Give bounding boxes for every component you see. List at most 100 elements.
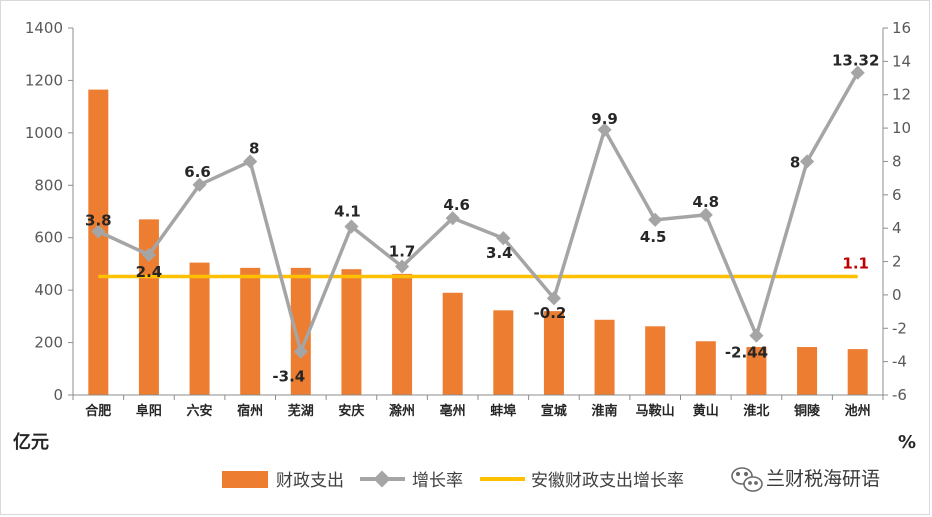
legend-label-bar: 财政支出 [276, 471, 344, 491]
line-point [749, 328, 764, 343]
line-point [496, 231, 511, 246]
legend-marker-line [373, 470, 391, 488]
x-tick-label: 六安 [187, 403, 213, 419]
line-point [243, 154, 258, 169]
bar-series [88, 89, 868, 395]
y-right-tick-label: 12 [892, 86, 911, 104]
bar [240, 267, 261, 395]
x-tick-label: 安庆 [338, 403, 364, 419]
y-right-tick-label: -2 [892, 319, 907, 337]
bar [392, 273, 413, 395]
x-tick-label: 宣城 [541, 403, 567, 419]
line-point [293, 344, 308, 359]
y-right-tick-label: 6 [892, 186, 902, 204]
x-tick-label: 宿州 [237, 403, 263, 419]
line-data-label: -2.44 [725, 344, 768, 362]
line-point [698, 207, 713, 222]
line-point [597, 122, 612, 137]
x-tick-label: 阜阳 [136, 403, 162, 419]
legend-label-reference: 安徽财政支出增长率 [531, 471, 684, 491]
line-point [648, 212, 663, 227]
x-tick-label: 芜湖 [288, 403, 314, 419]
y-right-tick-label: 2 [892, 253, 902, 271]
left-axis-unit: 亿元 [13, 431, 49, 453]
bar [695, 341, 716, 395]
x-tick-label: 黄山 [693, 403, 719, 419]
line-data-label: 4.1 [334, 203, 361, 221]
bar [88, 89, 109, 395]
x-tick-label: 蚌埠 [490, 403, 516, 419]
x-tick-label: 马鞍山 [636, 403, 675, 419]
line-point [799, 154, 815, 169]
watermark-text: 兰财税海研语 [766, 468, 880, 490]
line-point [850, 65, 865, 80]
line-data-label: 4.8 [693, 193, 720, 211]
line-data-label: 9.9 [591, 110, 618, 128]
y-left-tick-label: 0 [53, 386, 63, 404]
right-axis-unit: % [898, 432, 916, 453]
line-point [445, 211, 460, 226]
y-left-tick-label: 1200 [25, 71, 63, 89]
line-point [344, 219, 359, 234]
y-right-tick-label: 10 [892, 119, 911, 137]
x-tick-label: 淮北 [742, 403, 769, 419]
y-left-tick-label: 800 [34, 176, 63, 194]
line-data-label: 1.7 [389, 243, 416, 261]
line-data-label: -3.4 [272, 368, 305, 386]
line-data-label: 4.5 [640, 228, 667, 246]
bar [746, 347, 767, 395]
bar [290, 267, 311, 395]
reference-line-label: 1.1 [842, 255, 869, 273]
line-data-label: 3.4 [486, 244, 513, 262]
x-tick-label: 铜陵 [793, 403, 821, 419]
y-right-tick-label: 14 [892, 52, 911, 70]
bar [442, 292, 463, 395]
growth-line [97, 71, 860, 354]
bar [847, 349, 868, 395]
y-left-tick-label: 1000 [25, 124, 63, 142]
axes: 0 200 400 600 800 1000 1200 1400 -6 -4 -2 0 2 4 6 8 10 12… [25, 19, 911, 419]
bar [341, 269, 362, 395]
line-point [141, 247, 157, 262]
wechat-icon [731, 467, 763, 492]
y-right-tick-label: 4 [892, 219, 902, 237]
x-tick-label: 淮南 [591, 403, 618, 419]
y-left-tick-label: 400 [34, 281, 63, 299]
data-labels: 1.1 3.8 2.4 6.6 8 -3.4 4.1 1.7 4.6 3.4 -0.2 9.9 4.5 4… [85, 52, 879, 386]
y-right-tick-label: 16 [892, 19, 911, 37]
bar [594, 319, 615, 395]
line-point [394, 259, 410, 274]
line-data-label: 13.32 [832, 52, 879, 70]
line-data-label: 8 [790, 153, 800, 171]
legend: 财政支出 增长率 安徽财政支出增长率 [222, 470, 684, 491]
legend-label-line: 增长率 [412, 471, 463, 491]
line-data-label: -0.2 [534, 304, 567, 322]
bar [543, 311, 564, 395]
bar [493, 310, 514, 395]
y-left-tick-label: 600 [34, 229, 63, 247]
watermark: 兰财税海研语 [731, 467, 880, 492]
y-right-tick-label: 0 [892, 286, 902, 304]
line-point [192, 177, 207, 192]
legend-swatch-bar [222, 471, 268, 488]
y-left-tick-label: 200 [34, 334, 63, 352]
x-tick-label: 亳州 [440, 403, 466, 419]
y-right-tick-label: -6 [892, 386, 907, 404]
line-point [546, 291, 562, 306]
line-data-label: 8 [249, 139, 259, 157]
x-tick-label: 合肥 [85, 403, 111, 419]
bar [138, 219, 159, 395]
bar [797, 347, 818, 395]
y-right-tick-label: -4 [892, 353, 907, 371]
line-data-label: 3.8 [85, 212, 112, 230]
line-data-label: 6.6 [184, 163, 211, 181]
x-tick-label: 池州 [845, 403, 871, 419]
y-right-tick-label: 8 [892, 152, 902, 170]
line-data-label: 2.4 [136, 263, 163, 281]
bar [645, 326, 666, 395]
x-tick-label: 滁州 [389, 403, 415, 419]
bar [189, 262, 210, 395]
y-left-tick-label: 1400 [25, 19, 63, 37]
